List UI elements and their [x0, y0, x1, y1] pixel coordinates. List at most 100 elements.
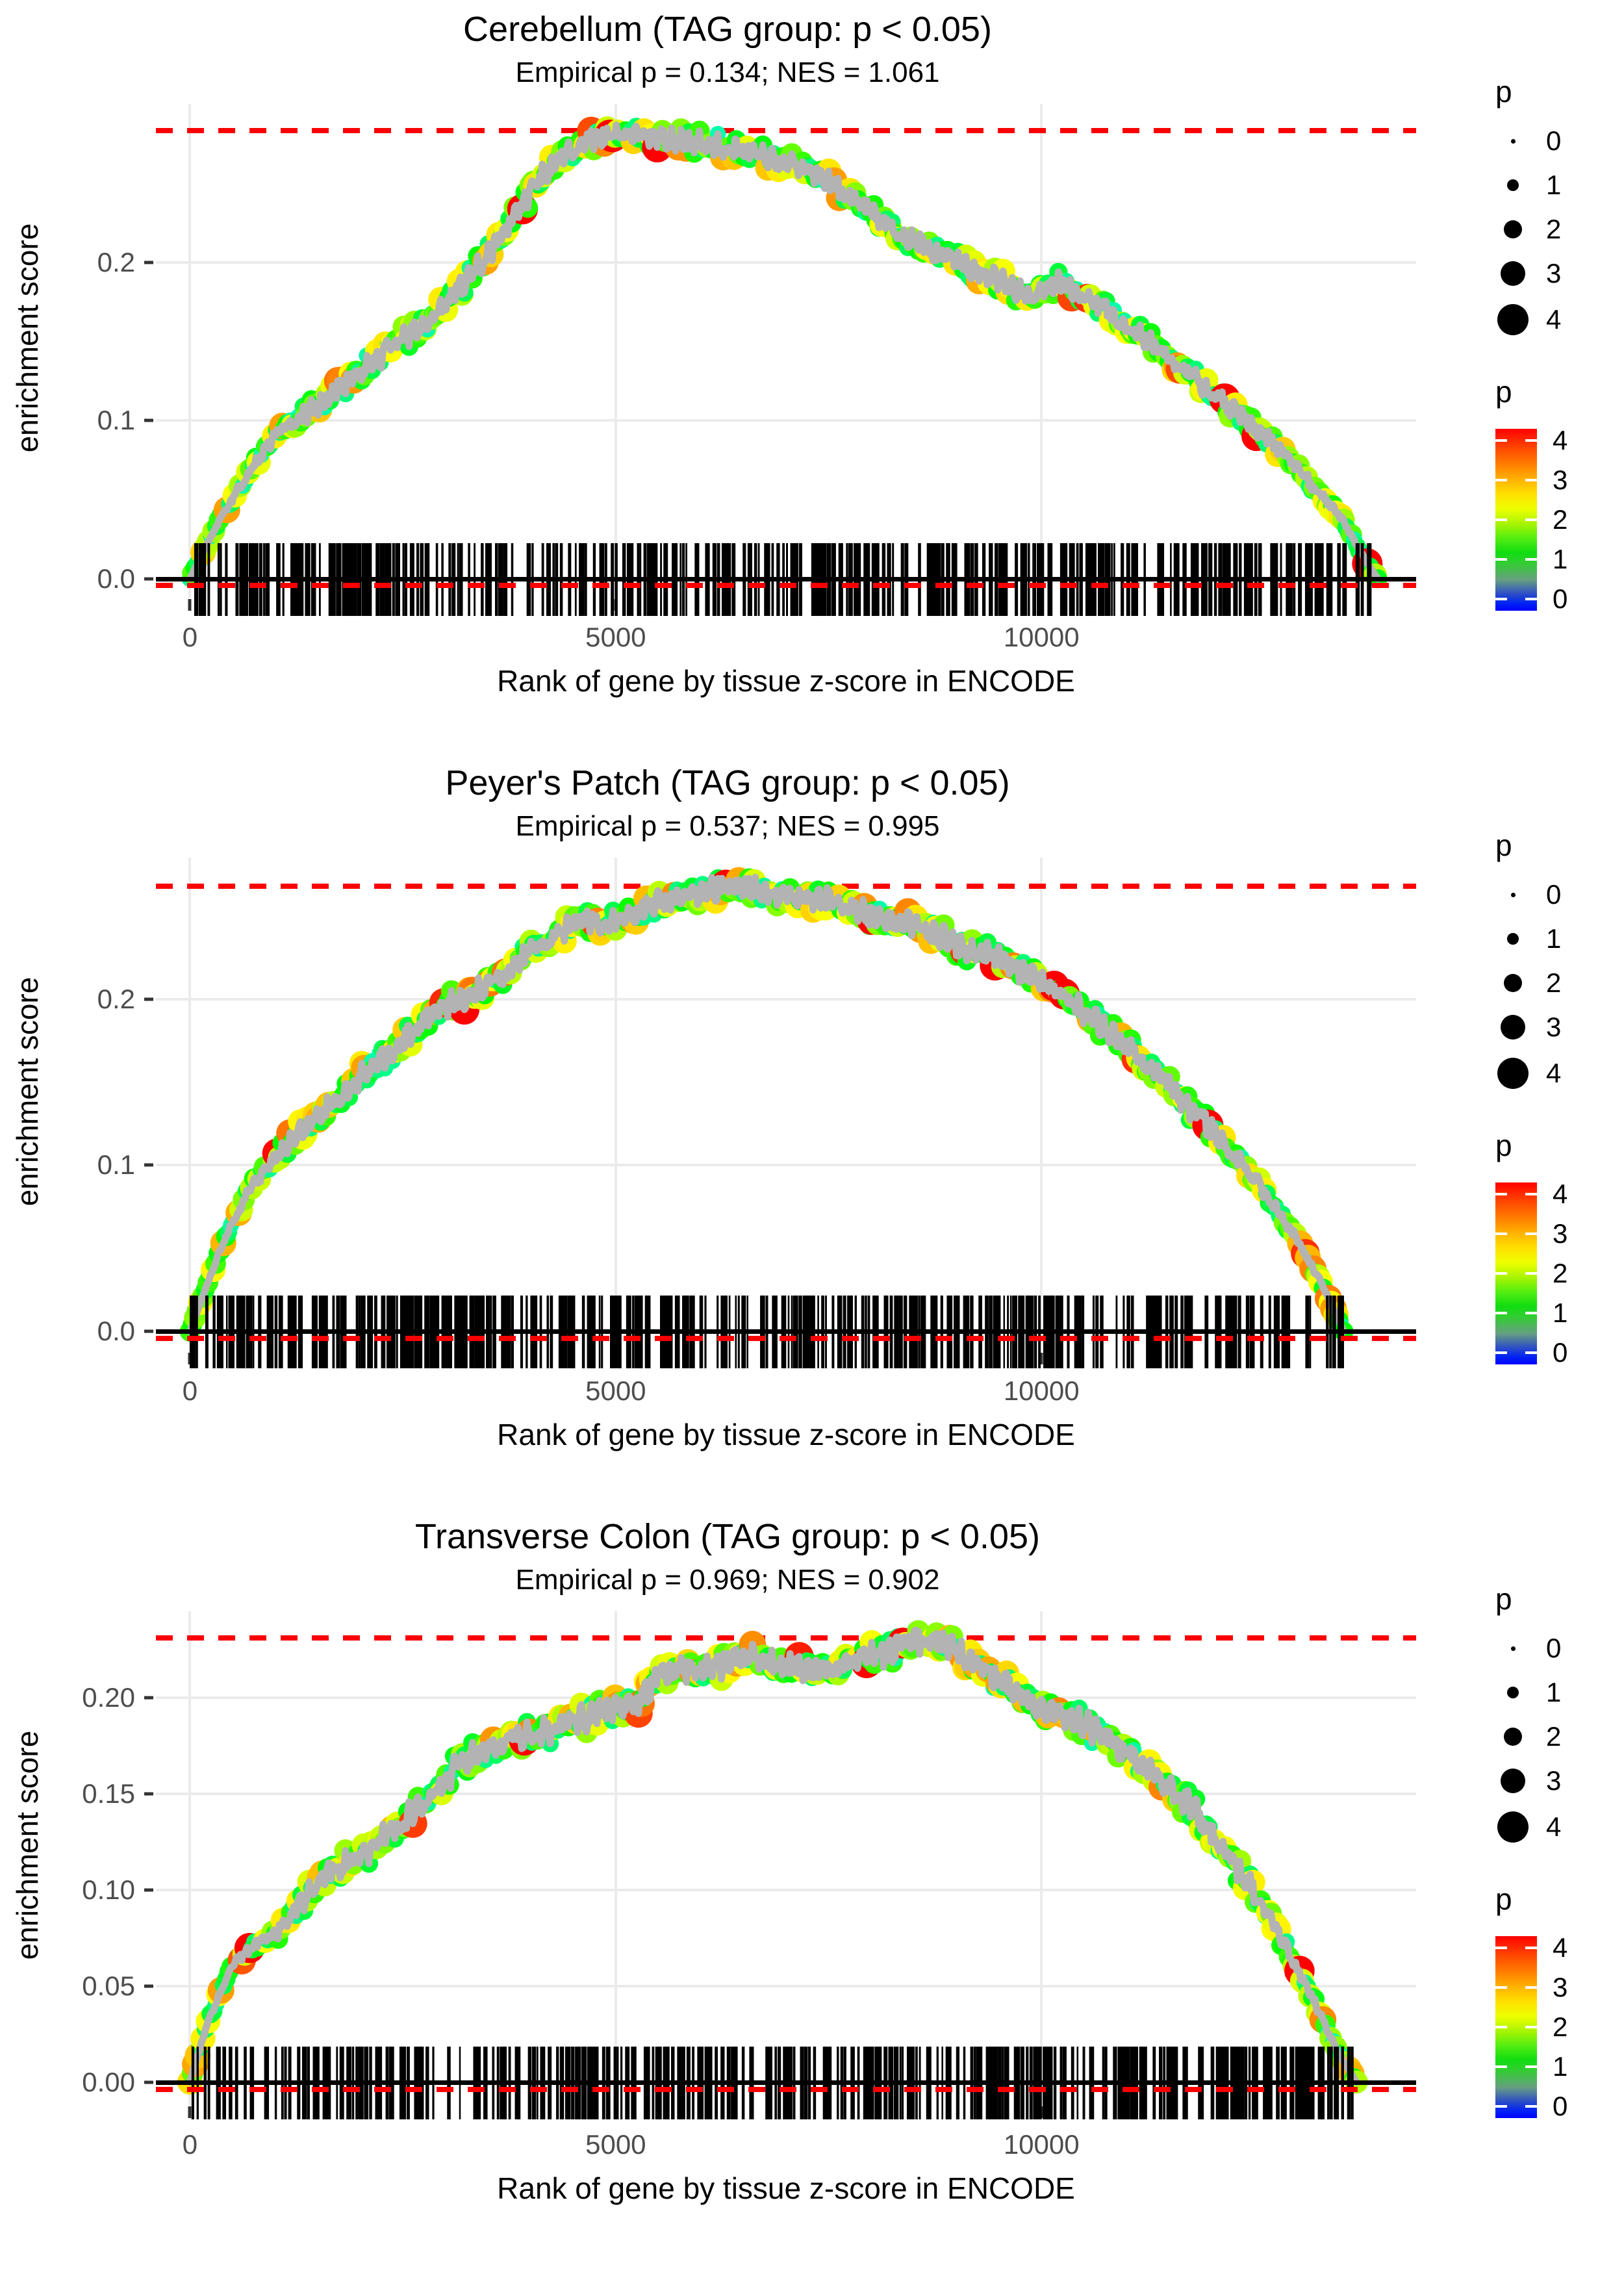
color-legend-label: 3	[1553, 1972, 1568, 2002]
x-tick-label: 5000	[585, 622, 646, 652]
color-legend-title: p	[1495, 375, 1512, 409]
min-es-dashed-line	[156, 2087, 1416, 2093]
panel-subtitle: Empirical p = 0.969; NES = 0.902	[515, 1564, 940, 1596]
legend-dot-icon	[1489, 304, 1537, 335]
size-legend-item: 3	[1489, 1014, 1561, 1041]
gridline-horizontal	[156, 1696, 1416, 1700]
enrichment-curve-layer	[156, 858, 1416, 1351]
x-tick-label: 0	[182, 1375, 198, 1406]
color-legend-tick	[1525, 518, 1537, 521]
y-tick-label: 0.20	[82, 1682, 135, 1713]
size-legend-item: 1	[1489, 1679, 1561, 1706]
size-legend-item: 3	[1489, 1767, 1561, 1795]
x-tick-mark	[188, 2106, 192, 2118]
gridline-horizontal	[156, 261, 1416, 264]
plot-area: enrichment score 0.0 0.1 0.2 0 5000 10000 Rank …	[0, 104, 1416, 702]
gridline-vertical	[1040, 104, 1043, 598]
y-tick-mark	[144, 1888, 153, 1892]
size-legend-item: 4	[1489, 304, 1561, 335]
y-tick-mark	[144, 261, 153, 264]
color-legend-label: 0	[1553, 2091, 1568, 2121]
color-legend-tick	[1525, 2026, 1537, 2028]
zero-line	[156, 1329, 1416, 1335]
color-legend-label: 2	[1553, 1258, 1568, 1288]
y-tick-label: 0.1	[97, 405, 135, 436]
color-legend-label: 2	[1553, 504, 1568, 535]
gridline-horizontal	[156, 1984, 1416, 1987]
size-legend-label: 4	[1546, 304, 1562, 335]
gridline-horizontal	[156, 997, 1416, 1001]
color-legend-tick	[1495, 1351, 1507, 1354]
legend-dot-icon	[1489, 1058, 1537, 1089]
color-legend-tick	[1495, 1233, 1507, 1235]
gridline-vertical	[614, 858, 617, 1351]
size-legend-label: 0	[1546, 125, 1562, 156]
color-legend-tick	[1525, 439, 1537, 442]
min-es-dashed-line	[156, 582, 1416, 588]
color-legend-tick	[1495, 2065, 1507, 2068]
color-legend-tick	[1525, 1312, 1537, 1314]
color-legend-label: 2	[1553, 2012, 1568, 2042]
min-es-dashed-line	[156, 1335, 1416, 1341]
color-legend-tick	[1495, 518, 1507, 521]
color-legend-tick	[1525, 2105, 1537, 2108]
color-legend-label: 4	[1553, 425, 1568, 455]
axes: 0.0 0.1 0.2 0 5000 10000	[97, 104, 1416, 651]
panel-title: Cerebellum (TAG group: p < 0.05)	[463, 10, 992, 49]
y-tick-mark	[144, 2080, 153, 2084]
zero-line	[156, 576, 1416, 581]
size-legend-label: 3	[1546, 258, 1562, 288]
gene-points	[181, 116, 1388, 589]
legend-dot-icon	[1489, 974, 1537, 992]
size-legend-item: 2	[1489, 1723, 1561, 1750]
gridline-vertical	[1040, 858, 1043, 1351]
legend-column: p 0 1 2 3 4 p 4 3 2 1 0	[1455, 1507, 1624, 2261]
y-tick-mark	[144, 418, 153, 422]
gridline-vertical	[614, 1611, 617, 2105]
gridline-horizontal	[156, 1888, 1416, 1891]
y-tick-label: 0.2	[97, 246, 135, 277]
y-tick-mark	[144, 1984, 153, 1988]
color-legend-tick	[1525, 558, 1537, 561]
size-legend-label: 1	[1546, 923, 1562, 954]
color-legend-tick	[1525, 1193, 1537, 1195]
panel-subtitle: Empirical p = 0.537; NES = 0.995	[515, 810, 940, 842]
axes: 0.0 0.1 0.2 0 5000 10000	[97, 858, 1416, 1405]
gridline-vertical	[188, 858, 192, 1351]
x-tick-mark	[1039, 1353, 1043, 1364]
color-legend-tick	[1495, 558, 1507, 561]
y-tick-label: 0.05	[82, 1970, 135, 2001]
legend-dot-icon	[1489, 138, 1537, 144]
y-tick-label: 0.15	[82, 1778, 135, 1809]
color-legend-label: 1	[1553, 2051, 1568, 2082]
color-legend-label: 1	[1553, 1297, 1568, 1328]
y-tick-label: 0.10	[82, 1874, 135, 1905]
y-tick-mark	[144, 1696, 153, 1700]
size-legend-label: 2	[1546, 214, 1562, 244]
size-legend-label: 1	[1546, 170, 1562, 200]
panel-subtitle: Empirical p = 0.134; NES = 1.061	[515, 57, 940, 88]
color-legend-label: 3	[1553, 1218, 1568, 1249]
legend-dot-icon	[1489, 1728, 1537, 1746]
color-legend-label: 0	[1553, 583, 1568, 614]
gridline-vertical	[188, 104, 192, 598]
size-legend-item: 3	[1489, 260, 1561, 287]
color-legend-tick	[1525, 479, 1537, 481]
legend-dot-icon	[1489, 261, 1537, 286]
x-axis-label: Rank of gene by tissue z-score in ENCODE	[497, 664, 1075, 698]
color-legend-tick	[1525, 1986, 1537, 1989]
gridline-horizontal	[156, 1164, 1416, 1167]
color-legend-label: 4	[1553, 1179, 1568, 1209]
size-legend-label: 2	[1546, 1721, 1562, 1752]
max-es-dashed-line	[156, 128, 1416, 134]
y-tick-mark	[144, 997, 153, 1001]
running-enrichment-line	[186, 121, 1382, 583]
y-tick-label: 0.0	[97, 1316, 135, 1347]
panel-2: Peyer's Patch (TAG group: p < 0.05) Empir…	[0, 754, 1624, 1507]
enrichment-curve-layer	[156, 104, 1416, 598]
size-legend-label: 0	[1546, 1633, 1562, 1663]
color-legend-title: p	[1495, 1129, 1512, 1162]
gridline-horizontal	[156, 1792, 1416, 1795]
panel-title: Peyer's Patch (TAG group: p < 0.05)	[445, 763, 1010, 802]
